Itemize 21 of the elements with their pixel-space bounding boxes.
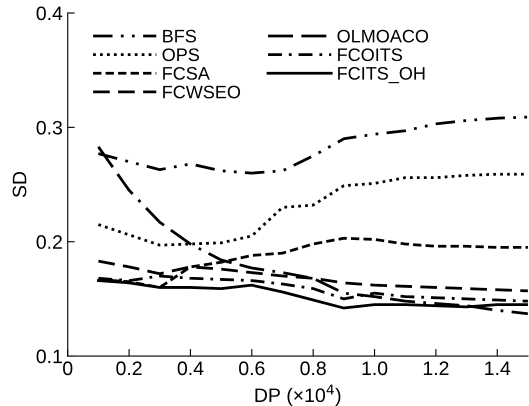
legend-label: FCSA	[163, 66, 210, 80]
x-tick-label: 1.0	[362, 361, 388, 376]
x-tick-label: 0	[63, 361, 72, 376]
legend-label: OLMOACO	[337, 30, 428, 43]
x-tick-label: 0.4	[178, 361, 204, 376]
legend-label: FCITS_OH	[338, 66, 424, 84]
y-tick-label: 0.3	[36, 120, 62, 135]
y-tick-label: 0.4	[36, 6, 62, 20]
x-axis-title: DP (×10$^{4}$)	[255, 384, 340, 406]
x-tick-label: 1.2	[424, 361, 448, 376]
legend-label: BFS	[163, 30, 196, 43]
y-axis-title: SD	[12, 172, 26, 198]
x-tick-label: 0.2	[116, 361, 142, 376]
legend-label: FCOITS	[338, 48, 402, 62]
y-tick-label: 0.2	[36, 235, 62, 249]
x-tick-label: 0.6	[239, 361, 264, 376]
legend-label: FCWSEO	[163, 86, 240, 98]
x-tick-label: 0.8	[300, 361, 326, 376]
legend-label: OPS	[162, 48, 199, 62]
x-tick-label: 1.4	[485, 362, 510, 376]
y-tick-label: 0.1	[36, 350, 62, 364]
